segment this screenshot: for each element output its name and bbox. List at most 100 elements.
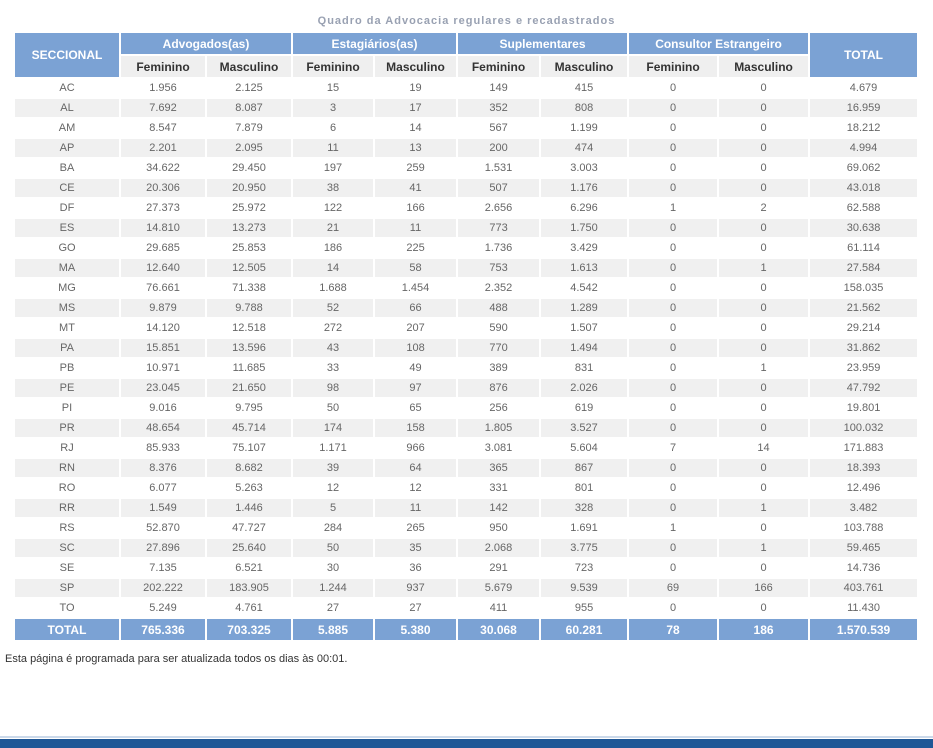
- suplementares-masculino-cell: 723: [541, 559, 628, 577]
- table-row: PA 15.851 13.596 43 108 770 1.494 0 0 31…: [15, 339, 918, 357]
- consultor-feminino-cell: 0: [629, 339, 718, 357]
- suplementares-feminino-cell: 331: [458, 479, 540, 497]
- suplementares-masculino-cell: 3.003: [541, 159, 628, 177]
- total-cell: 5.885: [293, 619, 373, 640]
- row-total-cell: 29.214: [810, 319, 918, 337]
- estagiarios-feminino-cell: 39: [293, 459, 373, 477]
- suplementares-masculino-cell: 474: [541, 139, 628, 157]
- table-footer: TOTAL 765.336 703.325 5.885 5.380 30.068…: [15, 619, 918, 640]
- estagiarios-masculino-cell: 17: [375, 99, 457, 117]
- consultor-masculino-cell: 0: [719, 479, 809, 497]
- advogados-feminino-cell: 48.654: [121, 419, 205, 437]
- suplementares-feminino-cell: 200: [458, 139, 540, 157]
- consultor-masculino-cell: 0: [719, 239, 809, 257]
- consultor-masculino-cell: 1: [719, 359, 809, 377]
- table-row: AL 7.692 8.087 3 17 352 808 0 0 16.959: [15, 99, 918, 117]
- subheader-estagiarios-feminino: Feminino: [293, 56, 373, 77]
- advogados-feminino-cell: 8.376: [121, 459, 205, 477]
- consultor-feminino-cell: 1: [629, 199, 718, 217]
- estagiarios-masculino-cell: 64: [375, 459, 457, 477]
- estagiarios-masculino-cell: 207: [375, 319, 457, 337]
- row-total-cell: 43.018: [810, 179, 918, 197]
- advogados-masculino-cell: 45.714: [207, 419, 291, 437]
- advogados-masculino-cell: 1.446: [207, 499, 291, 517]
- subheader-suplementares-masculino: Masculino: [541, 56, 628, 77]
- total-row-label: TOTAL: [15, 619, 119, 640]
- advogados-masculino-cell: 2.095: [207, 139, 291, 157]
- row-total-cell: 4.994: [810, 139, 918, 157]
- table-row: PE 23.045 21.650 98 97 876 2.026 0 0 47.…: [15, 379, 918, 397]
- table-row: AP 2.201 2.095 11 13 200 474 0 0 4.994: [15, 139, 918, 157]
- estagiarios-masculino-cell: 1.454: [375, 279, 457, 297]
- row-total-cell: 158.035: [810, 279, 918, 297]
- suplementares-masculino-cell: 3.775: [541, 539, 628, 557]
- consultor-feminino-cell: 0: [629, 559, 718, 577]
- suplementares-masculino-cell: 1.750: [541, 219, 628, 237]
- row-total-cell: 11.430: [810, 599, 918, 617]
- consultor-feminino-cell: 0: [629, 139, 718, 157]
- suplementares-feminino-cell: 1.736: [458, 239, 540, 257]
- subheader-advogados-feminino: Feminino: [121, 56, 205, 77]
- consultor-masculino-cell: 0: [719, 559, 809, 577]
- estagiarios-masculino-cell: 66: [375, 299, 457, 317]
- estagiarios-masculino-cell: 265: [375, 519, 457, 537]
- consultor-feminino-cell: 0: [629, 119, 718, 137]
- suplementares-feminino-cell: 488: [458, 299, 540, 317]
- consultor-masculino-cell: 0: [719, 219, 809, 237]
- suplementares-masculino-cell: 1.289: [541, 299, 628, 317]
- advogados-feminino-cell: 9.879: [121, 299, 205, 317]
- advogados-feminino-cell: 2.201: [121, 139, 205, 157]
- row-total-cell: 61.114: [810, 239, 918, 257]
- estagiarios-feminino-cell: 5: [293, 499, 373, 517]
- estagiarios-masculino-cell: 27: [375, 599, 457, 617]
- estagiarios-masculino-cell: 158: [375, 419, 457, 437]
- total-row-grand-total: 1.570.539: [810, 619, 918, 640]
- estagiarios-masculino-cell: 41: [375, 179, 457, 197]
- estagiarios-feminino-cell: 33: [293, 359, 373, 377]
- consultor-feminino-cell: 0: [629, 299, 718, 317]
- suplementares-masculino-cell: 3.429: [541, 239, 628, 257]
- suplementares-masculino-cell: 801: [541, 479, 628, 497]
- advogados-masculino-cell: 6.521: [207, 559, 291, 577]
- table-row: RR 1.549 1.446 5 11 142 328 0 1 3.482: [15, 499, 918, 517]
- table-body: AC 1.956 2.125 15 19 149 415 0 0 4.679 A…: [15, 79, 918, 617]
- advocacia-table: SECCIONAL Advogados(as) Estagiários(as) …: [13, 31, 919, 642]
- seccional-cell: PA: [15, 339, 119, 357]
- suplementares-feminino-cell: 411: [458, 599, 540, 617]
- subheader-advogados-masculino: Masculino: [207, 56, 291, 77]
- estagiarios-masculino-cell: 97: [375, 379, 457, 397]
- total-cell: 78: [629, 619, 718, 640]
- consultor-feminino-cell: 0: [629, 219, 718, 237]
- table-row: PR 48.654 45.714 174 158 1.805 3.527 0 0…: [15, 419, 918, 437]
- table-row: RN 8.376 8.682 39 64 365 867 0 0 18.393: [15, 459, 918, 477]
- row-total-cell: 171.883: [810, 439, 918, 457]
- suplementares-masculino-cell: 9.539: [541, 579, 628, 597]
- estagiarios-masculino-cell: 58: [375, 259, 457, 277]
- estagiarios-masculino-cell: 966: [375, 439, 457, 457]
- advogados-feminino-cell: 15.851: [121, 339, 205, 357]
- seccional-cell: PB: [15, 359, 119, 377]
- advogados-feminino-cell: 1.549: [121, 499, 205, 517]
- row-total-cell: 3.482: [810, 499, 918, 517]
- estagiarios-masculino-cell: 937: [375, 579, 457, 597]
- total-cell: 5.380: [375, 619, 457, 640]
- suplementares-masculino-cell: 6.296: [541, 199, 628, 217]
- consultor-feminino-cell: 0: [629, 159, 718, 177]
- consultor-masculino-cell: 0: [719, 339, 809, 357]
- seccional-cell: RR: [15, 499, 119, 517]
- consultor-feminino-cell: 69: [629, 579, 718, 597]
- suplementares-masculino-cell: 3.527: [541, 419, 628, 437]
- estagiarios-masculino-cell: 65: [375, 399, 457, 417]
- total-cell: 703.325: [207, 619, 291, 640]
- advogados-masculino-cell: 75.107: [207, 439, 291, 457]
- suplementares-masculino-cell: 867: [541, 459, 628, 477]
- consultor-feminino-cell: 0: [629, 79, 718, 97]
- advogados-feminino-cell: 10.971: [121, 359, 205, 377]
- table-row: MS 9.879 9.788 52 66 488 1.289 0 0 21.56…: [15, 299, 918, 317]
- estagiarios-masculino-cell: 19: [375, 79, 457, 97]
- row-total-cell: 47.792: [810, 379, 918, 397]
- advogados-feminino-cell: 5.249: [121, 599, 205, 617]
- total-cell: 186: [719, 619, 809, 640]
- consultor-feminino-cell: 0: [629, 399, 718, 417]
- estagiarios-masculino-cell: 259: [375, 159, 457, 177]
